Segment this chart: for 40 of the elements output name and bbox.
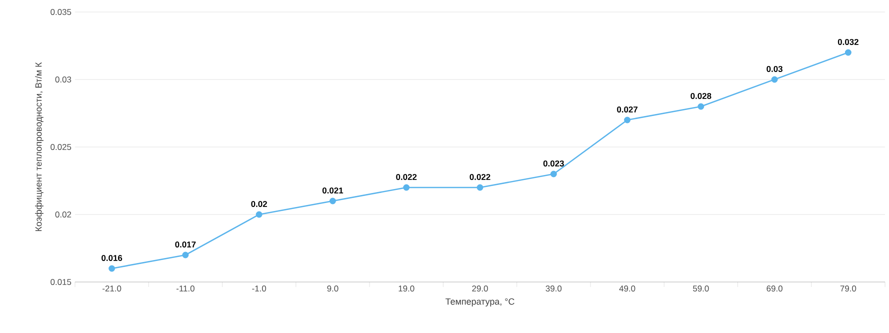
data-label: 0.021 <box>322 188 344 194</box>
data-label: 0.02 <box>251 201 267 207</box>
x-tick-label: 9.0 <box>327 286 338 292</box>
x-tick-label: -21.0 <box>102 286 122 292</box>
point <box>771 76 778 83</box>
point <box>108 265 116 272</box>
y-tick-label: 0.02 <box>55 212 72 218</box>
point <box>698 103 704 110</box>
point <box>256 211 262 218</box>
x-tick-label: 49.0 <box>619 286 636 292</box>
data-label: 0.022 <box>470 174 490 180</box>
data-label: 0.023 <box>543 160 564 166</box>
x-tick-label: -11.0 <box>176 286 194 292</box>
y-tick-label: 0.035 <box>50 9 72 15</box>
data-label: 0.032 <box>838 38 858 45</box>
point <box>182 252 189 258</box>
x-tick-label: 69.0 <box>766 286 782 292</box>
point <box>844 49 852 56</box>
point <box>403 184 410 191</box>
x-axis-title: Температура, °С <box>446 298 514 306</box>
point <box>476 184 484 191</box>
data-label: 0.016 <box>102 255 122 261</box>
data-label: 0.022 <box>396 174 417 180</box>
point <box>550 170 557 178</box>
x-tick-label: 79.0 <box>840 286 856 292</box>
x-tick-label: 39.0 <box>546 286 562 292</box>
x-tick-label: 29.0 <box>472 286 488 292</box>
x-tick-label: 19.0 <box>398 286 414 292</box>
data-label: 0.027 <box>617 106 638 112</box>
y-tick-label: 0.015 <box>50 279 72 285</box>
data-label: 0.03 <box>766 66 782 72</box>
x-tick-label: 59.0 <box>693 286 709 292</box>
data-label: 0.028 <box>690 93 712 99</box>
y-axis-title: Коэффициент теплопроводности, Вт/м К <box>35 62 44 232</box>
y-tick-label: 0.03 <box>55 76 72 82</box>
y-tick-label: 0.025 <box>50 144 72 150</box>
x-tick-label: -1.0 <box>252 286 266 292</box>
point <box>624 116 631 124</box>
point <box>329 198 336 204</box>
data-label: 0.017 <box>175 242 196 248</box>
